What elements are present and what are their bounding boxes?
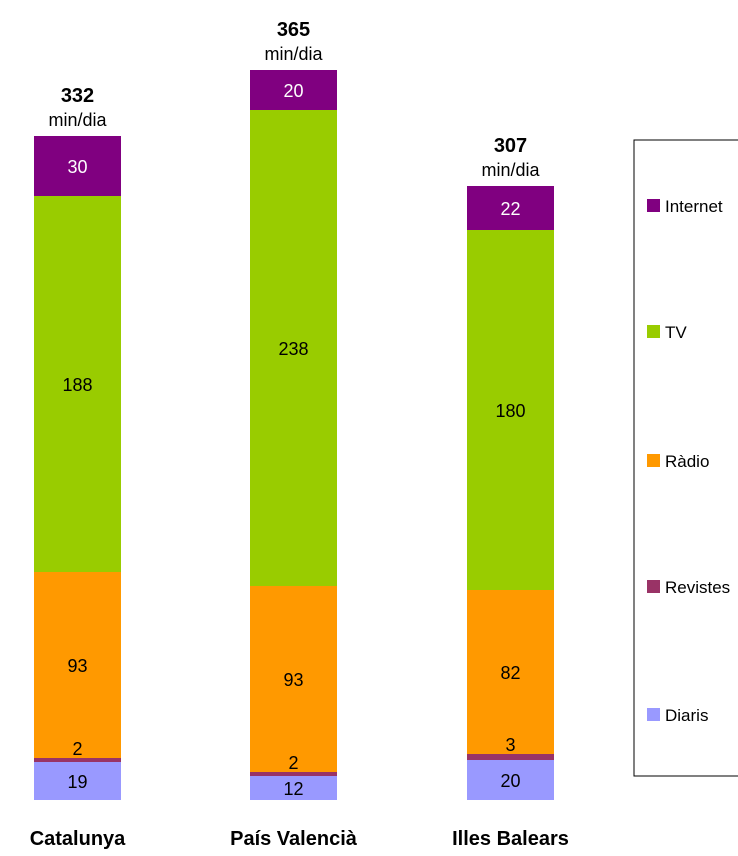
data-label-catalunya-radio: 93 [67,656,87,676]
bar-pais-valencia-diaris [250,776,337,800]
legend-swatch-tv [647,325,660,338]
category-label-catalunya: Catalunya [30,828,126,850]
total-unit-illes-balears: min/dia [481,160,540,180]
data-label-pais-valencia-radio: 93 [283,670,303,690]
bar-illes-balears-internet [467,186,554,230]
data-label-illes-balears-tv: 180 [495,401,525,421]
total-illes-balears: 307 [494,135,527,157]
bars-group [34,70,554,800]
total-unit-catalunya: min/dia [48,110,107,130]
data-label-illes-balears-radio: 82 [500,663,520,683]
data-label-illes-balears-diaris: 20 [500,771,520,791]
data-label-catalunya-tv: 188 [62,375,92,395]
data-label-catalunya-revistes: 2 [72,739,82,759]
bar-illes-balears-radio [467,590,554,754]
data-label-pais-valencia-revistes: 2 [288,753,298,773]
category-label-pais-valencia: País Valencià [230,828,358,850]
legend-label-internet: Internet [665,197,723,216]
data-label-pais-valencia-tv: 238 [278,339,308,359]
data-label-catalunya-internet: 30 [67,157,87,177]
bar-catalunya-radio [34,572,121,758]
total-catalunya: 332 [61,85,94,107]
legend: Internet TV Ràdio Revistes Diaris [633,139,738,777]
bar-catalunya-diaris [34,762,121,800]
legend-swatch-diaris [647,708,660,721]
legend-label-diaris: Diaris [665,706,708,725]
bar-pais-valencia-internet [250,70,337,110]
data-label-pais-valencia-internet: 20 [283,81,303,101]
total-pais-valencia: 365 [277,19,310,41]
total-unit-pais-valencia: min/dia [264,44,323,64]
bar-catalunya-revistes [34,758,121,762]
legend-label-radio: Ràdio [665,452,709,471]
data-label-catalunya-diaris: 19 [67,772,87,792]
data-label-illes-balears-revistes: 3 [505,735,515,755]
bar-illes-balears-tv [467,230,554,590]
data-label-pais-valencia-diaris: 12 [283,779,303,799]
category-label-illes-balears: Illes Balears [452,828,569,850]
bar-pais-valencia-radio [250,586,337,772]
legend-swatch-radio [647,454,660,467]
bar-pais-valencia-revistes [250,772,337,776]
legend-label-revistes: Revistes [665,578,730,597]
legend-label-tv: TV [665,323,687,342]
bar-illes-balears-revistes [467,754,554,760]
bar-catalunya-tv [34,196,121,572]
data-label-illes-balears-internet: 22 [500,199,520,219]
legend-swatch-internet [647,199,660,212]
bar-catalunya-internet [34,136,121,196]
bar-illes-balears-diaris [467,760,554,800]
labels-group: 19 2 93 188 30 332 min/dia Catalunya 12 2 93 238 20 3… [30,19,569,850]
legend-swatch-revistes [647,580,660,593]
bar-pais-valencia-tv [250,110,337,586]
